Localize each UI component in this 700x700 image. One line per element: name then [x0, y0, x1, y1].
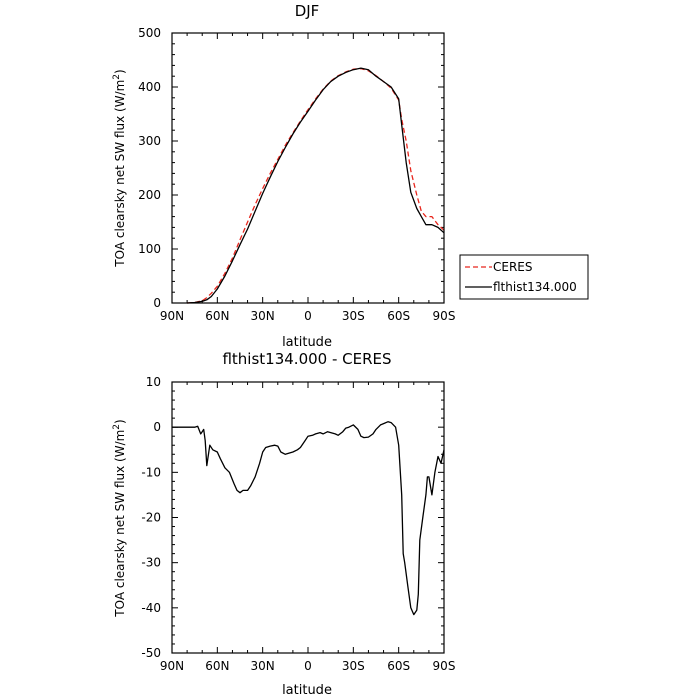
bottom-series-lines: [172, 421, 445, 616]
y-tick-label: -10: [141, 465, 161, 479]
top-chart-panel: DJF latitude TOA clearsky net SW flux (W…: [112, 2, 589, 350]
x-tick-label: 60N: [205, 659, 229, 673]
y-axis-label-main: TOA clearsky net SW flux (W/m: [113, 430, 127, 618]
y-tick-label: -50: [141, 646, 161, 660]
y-tick-label: 200: [138, 188, 161, 202]
x-axis-label: latitude: [282, 335, 332, 350]
x-tick-label: 30N: [251, 309, 275, 323]
y-axis-label: TOA clearsky net SW flux (W/m2): [112, 419, 127, 617]
x-axis-label: latitude: [282, 683, 332, 698]
bottom-plot-frame: [171, 381, 445, 654]
legend: CERES flthist134.000: [459, 254, 589, 300]
bottom-chart-panel: flthist134.000 - CERES latitude TOA clea…: [112, 350, 455, 698]
x-tick-label: 0: [304, 309, 312, 323]
series-line-flthist134-000: [187, 67, 445, 304]
x-tick-label: 30N: [251, 659, 275, 673]
y-tick-label: 100: [138, 242, 161, 256]
x-tick-label: 90N: [160, 309, 184, 323]
x-tick-label: 90S: [433, 659, 456, 673]
y-tick-label: 300: [138, 134, 161, 148]
x-tick-label: 30S: [342, 659, 365, 673]
y-axis-label-group: TOA clearsky net SW flux (W/m2): [112, 419, 127, 617]
x-tick-label: 60S: [387, 659, 410, 673]
legend-label-model: flthist134.000: [493, 280, 577, 294]
y-tick-label: 10: [146, 375, 161, 389]
y-axis-label-superscript: 2: [112, 424, 122, 430]
top-plot-frame: [171, 32, 445, 304]
bottom-axis-ticks: 90N 60N 30N 0 30S 60S 90S -50 -40 -30 -20 -10 0 10: [141, 375, 455, 673]
y-axis-label: TOA clearsky net SW flux (W/m2): [112, 69, 127, 267]
series-line-difference: [172, 421, 445, 616]
x-tick-label: 60S: [387, 309, 410, 323]
y-tick-label: 400: [138, 80, 161, 94]
top-axis-ticks: 90N 60N 30N 0 30S 60S 90S 0 100 200 300 400 500: [138, 26, 455, 323]
chart-title: flthist134.000 - CERES: [222, 350, 391, 368]
y-axis-label-main: TOA clearsky net SW flux (W/m: [113, 80, 127, 268]
y-tick-label: -40: [141, 601, 161, 615]
x-tick-label: 30S: [342, 309, 365, 323]
y-tick-label: 0: [153, 420, 161, 434]
x-tick-label: 0: [304, 659, 312, 673]
legend-label-ceres: CERES: [493, 260, 533, 274]
x-tick-label: 90N: [160, 659, 184, 673]
y-axis-label-group: TOA clearsky net SW flux (W/m2): [112, 69, 127, 267]
legend-box: [459, 254, 589, 300]
y-tick-label: -20: [141, 511, 161, 525]
x-tick-label: 60N: [205, 309, 229, 323]
x-tick-label: 90S: [433, 309, 456, 323]
y-tick-label: 500: [138, 26, 161, 40]
y-axis-label-superscript: 2: [112, 74, 122, 80]
chart-title: DJF: [295, 2, 320, 20]
y-axis-label-end: ): [113, 69, 127, 74]
series-line-ceres: [187, 67, 445, 304]
y-axis-label-end: ): [113, 419, 127, 424]
top-series-lines: [187, 67, 445, 304]
y-tick-label: -30: [141, 556, 161, 570]
y-tick-label: 0: [153, 296, 161, 310]
